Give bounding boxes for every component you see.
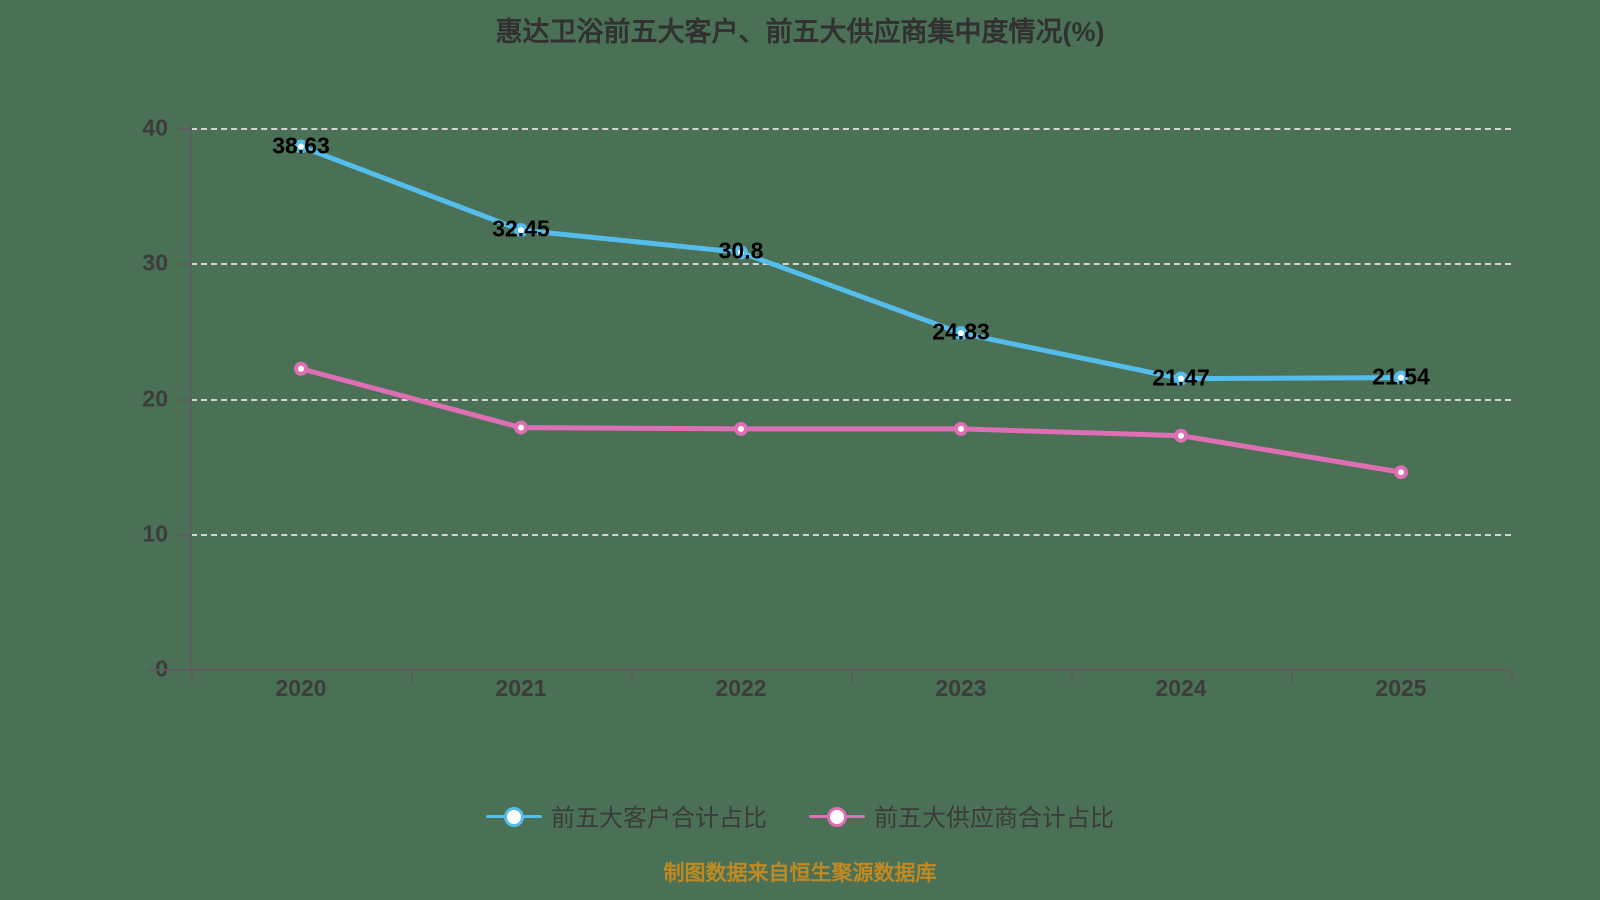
y-axis-label: 20 xyxy=(142,385,168,411)
x-axis-label: 2021 xyxy=(495,675,547,701)
data-point-label: 24.83 xyxy=(932,318,990,345)
legend: 前五大客户合计占比 前五大供应商合计占比 xyxy=(0,798,1600,833)
legend-label: 前五大客户合计占比 xyxy=(551,805,767,832)
x-tick-mark xyxy=(851,671,853,684)
y-axis-label: 10 xyxy=(142,520,168,547)
page-title: 惠达卫浴前五大客户、前五大供应商集中度情况(%) xyxy=(495,17,1105,47)
y-tick-mark xyxy=(178,128,191,130)
x-axis-label: 2020 xyxy=(275,675,327,701)
x-axis-label: 2024 xyxy=(1155,675,1207,701)
legend-item[interactable]: 前五大供应商合计占比 xyxy=(809,798,1114,833)
data-point-label: 30.8 xyxy=(718,237,764,264)
footer-note: 制图数据来自恒生聚源数据库 xyxy=(663,862,937,885)
x-tick-mark xyxy=(1511,671,1513,684)
y-axis-label: 30 xyxy=(142,249,168,276)
y-axis-line xyxy=(190,125,192,671)
y-tick-mark xyxy=(178,398,191,401)
x-tick-mark xyxy=(631,671,633,684)
data-point-label: 38.63 xyxy=(272,132,330,159)
data-point-marker xyxy=(734,421,748,436)
data-point-marker xyxy=(1174,428,1188,443)
legend-label: 前五大供应商合计占比 xyxy=(874,805,1114,832)
x-tick-mark xyxy=(1071,671,1073,684)
gridline xyxy=(191,263,1511,266)
y-tick-mark xyxy=(178,533,191,536)
legend-dot xyxy=(504,806,524,827)
data-point-label: 21.47 xyxy=(1152,364,1210,391)
y-axis-label: 40 xyxy=(142,114,168,141)
data-point-label: 32.45 xyxy=(492,215,550,242)
data-point-marker xyxy=(1394,465,1408,480)
series-line xyxy=(298,366,1404,475)
y-tick-mark xyxy=(178,263,191,266)
legend-marker-icon xyxy=(809,803,865,829)
legend-item[interactable]: 前五大客户合计占比 xyxy=(486,798,767,833)
gridline xyxy=(191,398,1511,401)
data-point-marker xyxy=(294,361,308,376)
x-axis-label: 2022 xyxy=(715,675,767,701)
x-axis-label: 2023 xyxy=(935,675,987,701)
x-tick-mark xyxy=(1291,671,1293,684)
legend-dot xyxy=(827,806,847,827)
data-point-marker xyxy=(954,421,968,436)
x-axis-line xyxy=(148,669,1508,671)
data-point-label: 21.54 xyxy=(1372,363,1430,390)
x-axis-label: 2025 xyxy=(1375,675,1427,701)
data-point-marker xyxy=(514,420,528,435)
x-tick-mark xyxy=(191,671,193,684)
y-axis-label: 0 xyxy=(108,657,168,681)
x-tick-mark xyxy=(411,671,413,684)
gridline xyxy=(191,128,1511,130)
gridline xyxy=(191,533,1511,536)
legend-marker-icon xyxy=(486,803,542,829)
